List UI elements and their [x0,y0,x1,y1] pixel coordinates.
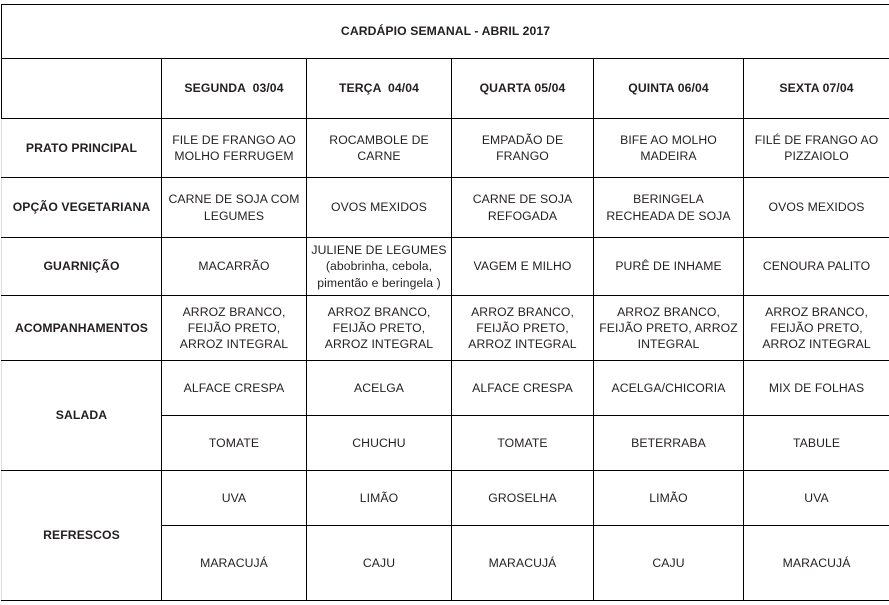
header-corner-blank [2,59,162,119]
cell-refrescos2-sexta: MARACUJÁ [744,526,889,601]
cell-vegetariana-quarta: CARNE DE SOJA REFOGADA [452,178,594,238]
cell-salada2-quinta: BETERRABA [594,416,744,471]
cell-guarnicao-sexta: CENOURA PALITO [744,238,889,296]
row-label-salada: SALADA [2,361,162,471]
cell-prato-segunda: FILE DE FRANGO AO MOLHO FERRUGEM [162,119,307,178]
table-row: ACOMPANHAMENTOS ARROZ BRANCO, FEIJÃO PRE… [2,296,889,361]
cell-prato-quarta: EMPADÃO DE FRANGO [452,119,594,178]
row-label-acompanhamentos: ACOMPANHAMENTOS [2,296,162,361]
column-header-quarta: QUARTA 05/04 [452,59,594,119]
cell-guarnicao-quinta: PURÊ DE INHAME [594,238,744,296]
column-header-segunda: SEGUNDA 03/04 [162,59,307,119]
cell-salada1-terca: ACELGA [307,361,452,416]
cell-prato-quinta: BIFE AO MOLHO MADEIRA [594,119,744,178]
cell-vegetariana-terca: OVOS MEXIDOS [307,178,452,238]
cell-salada2-segunda: TOMATE [162,416,307,471]
page-title: CARDÁPIO SEMANAL - ABRIL 2017 [2,5,889,59]
cell-vegetariana-quinta: BERINGELA RECHEADA DE SOJA [594,178,744,238]
cell-vegetariana-segunda: CARNE DE SOJA COM LEGUMES [162,178,307,238]
title-row: CARDÁPIO SEMANAL - ABRIL 2017 [2,5,889,59]
table-row: GUARNIÇÃO MACARRÃO JULIENE DE LEGUMES (a… [2,238,889,296]
cell-salada1-quarta: ALFACE CRESPA [452,361,594,416]
cell-salada1-segunda: ALFACE CRESPA [162,361,307,416]
cell-guarnicao-segunda: MACARRÃO [162,238,307,296]
row-label-opcao-vegetariana: OPÇÃO VEGETARIANA [2,178,162,238]
cell-vegetariana-sexta: OVOS MEXIDOS [744,178,889,238]
table-row: REFRESCOS UVA LIMÃO GROSELHA LIMÃO UVA [2,471,889,526]
cell-refrescos1-segunda: UVA [162,471,307,526]
weekday-header-row: SEGUNDA 03/04 TERÇA 04/04 QUARTA 05/04 Q… [2,59,889,119]
cell-salada2-sexta: TABULE [744,416,889,471]
cell-refrescos1-quarta: GROSELHA [452,471,594,526]
weekly-menu-table: CARDÁPIO SEMANAL - ABRIL 2017 SEGUNDA 03… [1,4,889,601]
cell-refrescos2-quinta: CAJU [594,526,744,601]
cell-refrescos2-segunda: MARACUJÁ [162,526,307,601]
cell-refrescos1-quinta: LIMÃO [594,471,744,526]
cell-prato-terca: ROCAMBOLE DE CARNE [307,119,452,178]
cell-acompanhamentos-sexta: ARROZ BRANCO, FEIJÃO PRETO, ARROZ INTEGR… [744,296,889,361]
cell-refrescos2-quarta: MARACUJÁ [452,526,594,601]
row-label-prato-principal: PRATO PRINCIPAL [2,119,162,178]
cell-guarnicao-quarta: VAGEM E MILHO [452,238,594,296]
cell-prato-sexta: FILÉ DE FRANGO AO PIZZAIOLO [744,119,889,178]
row-label-refrescos: REFRESCOS [2,471,162,601]
cell-salada1-quinta: ACELGA/CHICORIA [594,361,744,416]
cell-refrescos2-terca: CAJU [307,526,452,601]
table-row: SALADA ALFACE CRESPA ACELGA ALFACE CRESP… [2,361,889,416]
cell-guarnicao-terca: JULIENE DE LEGUMES (abobrinha, cebola, p… [307,238,452,296]
cell-salada2-quarta: TOMATE [452,416,594,471]
column-header-terca: TERÇA 04/04 [307,59,452,119]
cell-acompanhamentos-quarta: ARROZ BRANCO, FEIJÃO PRETO, ARROZ INTEGR… [452,296,594,361]
table-row: OPÇÃO VEGETARIANA CARNE DE SOJA COM LEGU… [2,178,889,238]
cell-refrescos1-terca: LIMÃO [307,471,452,526]
row-label-guarnicao: GUARNIÇÃO [2,238,162,296]
weekly-menu-sheet: CARDÁPIO SEMANAL - ABRIL 2017 SEGUNDA 03… [0,4,889,605]
cell-acompanhamentos-segunda: ARROZ BRANCO, FEIJÃO PRETO, ARROZ INTEGR… [162,296,307,361]
column-header-sexta: SEXTA 07/04 [744,59,889,119]
cell-salada2-terca: CHUCHU [307,416,452,471]
cell-salada1-sexta: MIX DE FOLHAS [744,361,889,416]
cell-acompanhamentos-quinta: ARROZ BRANCO, FEIJÃO PRETO, ARROZ INTEGR… [594,296,744,361]
table-row: PRATO PRINCIPAL FILE DE FRANGO AO MOLHO … [2,119,889,178]
cell-acompanhamentos-terca: ARROZ BRANCO, FEIJÃO PRETO, ARROZ INTEGR… [307,296,452,361]
column-header-quinta: QUINTA 06/04 [594,59,744,119]
cell-refrescos1-sexta: UVA [744,471,889,526]
